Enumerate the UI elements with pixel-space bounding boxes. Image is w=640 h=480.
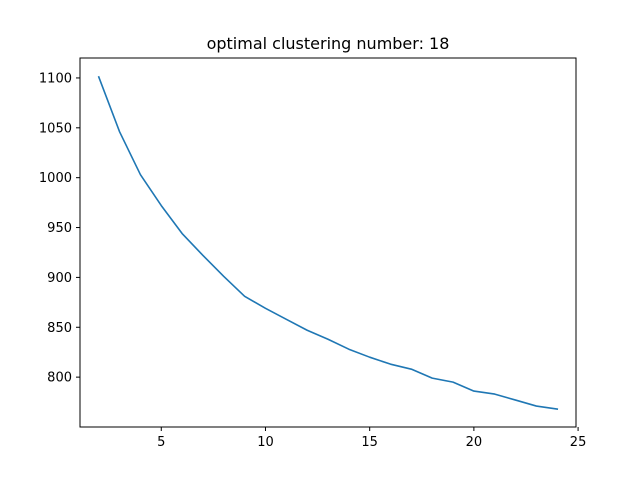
x-tick-label: 20: [466, 435, 483, 450]
y-tick-label: 950: [47, 221, 72, 236]
y-tick-label: 800: [47, 371, 72, 386]
x-tick-label: 25: [570, 435, 587, 450]
x-axis: 5 10 15 20 25: [157, 427, 586, 450]
plot-area: [97, 75, 559, 410]
y-tick-label: 1000: [39, 171, 72, 186]
y-tick-label: 900: [47, 271, 72, 286]
y-tick-label: 1100: [39, 71, 72, 86]
x-tick-label: 10: [257, 435, 274, 450]
x-tick-label: 15: [361, 435, 378, 450]
y-tick-label: 1050: [39, 121, 72, 136]
chart-title: optimal clustering number: 18: [207, 34, 450, 53]
x-tick-label: 5: [157, 435, 165, 450]
axes-frame: [79, 57, 577, 428]
y-tick-label: 850: [47, 321, 72, 336]
y-axis: 800 850 900 950 1000 1050 1100: [39, 71, 80, 386]
series-line: [97, 75, 559, 410]
